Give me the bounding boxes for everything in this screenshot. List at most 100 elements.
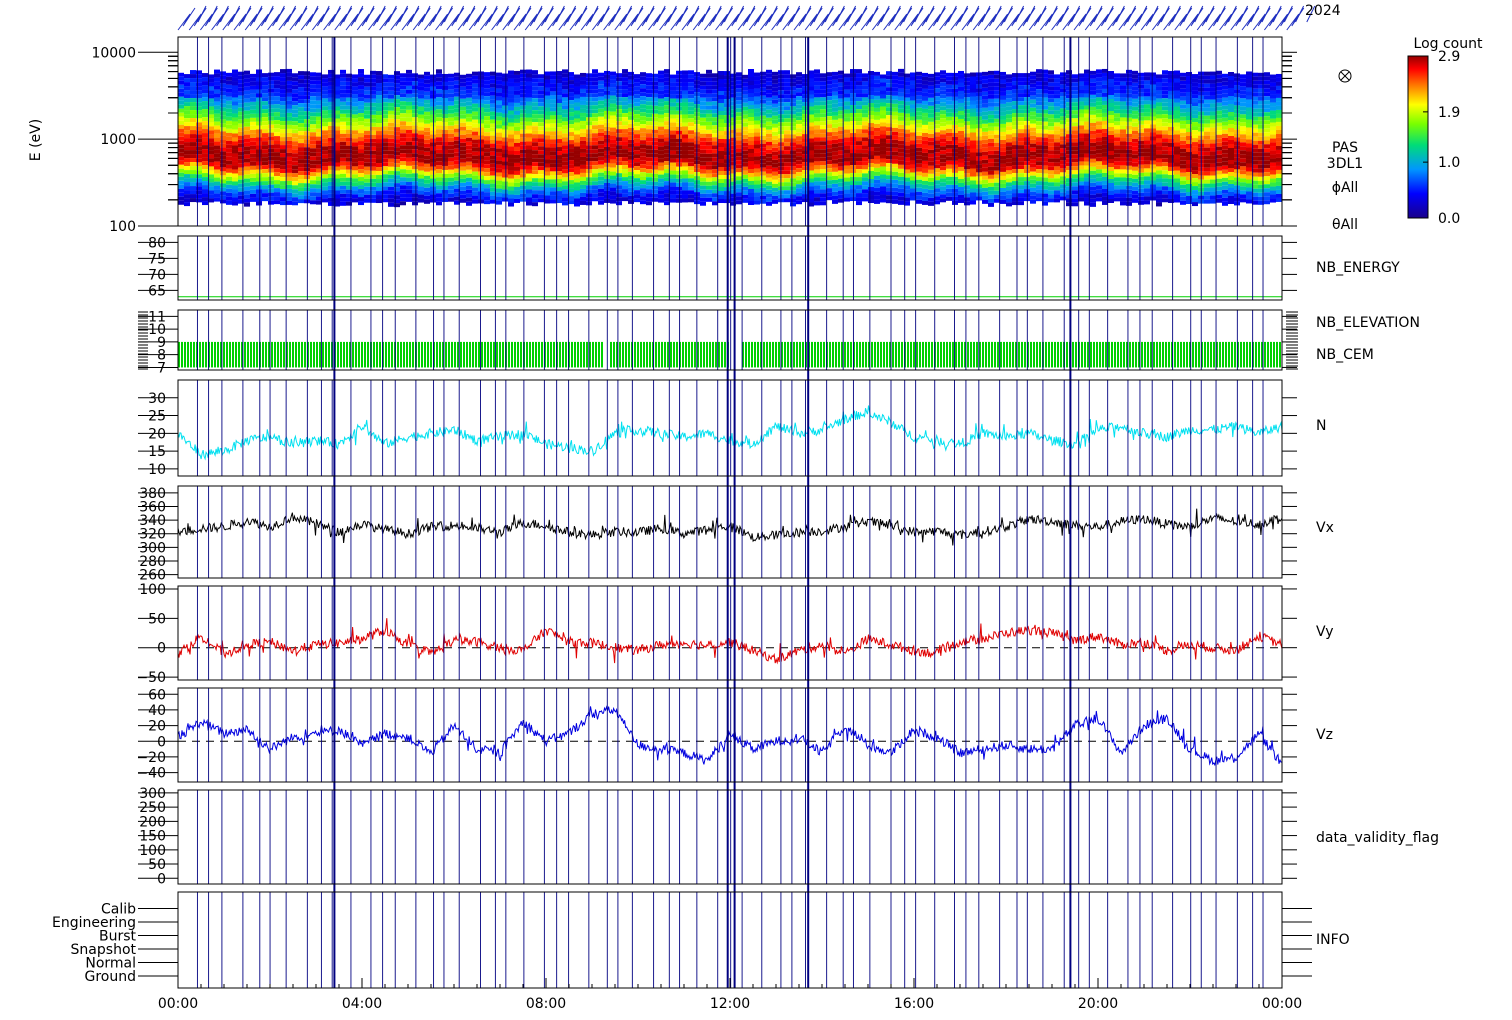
nb-elevation-ytick-label: 8 — [157, 348, 166, 364]
spectrogram-side-label: ϕAll — [1332, 180, 1359, 196]
colorbar-tick-label: 1.0 — [1438, 155, 1460, 171]
data-validity-ytick-label: 50 — [148, 857, 166, 873]
vx-ytick-label: 300 — [139, 540, 166, 556]
density-ytick-label: 20 — [148, 426, 166, 442]
vx-frame — [177, 485, 1283, 579]
nb-energy-ytick-label: 75 — [148, 251, 166, 267]
vy-ytick-label: 50 — [148, 611, 166, 627]
density-series-label: N — [1316, 418, 1326, 434]
vx-ytick-label: 340 — [139, 513, 166, 529]
time-axis: 00:00 04:00 08:00 12:00 16:00 20:00 00:00 — [158, 978, 1302, 1012]
vx-ytick-label: 260 — [139, 568, 166, 584]
vz-ytick-label: 60 — [148, 687, 166, 703]
info-category-label: Ground — [85, 969, 137, 985]
spectrogram-side-label: θAll — [1332, 217, 1358, 233]
vx-series-label: Vx — [1316, 520, 1334, 536]
info-category-label: Calib — [101, 902, 136, 918]
nb-energy-ytick-label: 80 — [148, 235, 166, 251]
time-axis-tick-label: 20:00 — [1078, 996, 1118, 1012]
density-ytick-label: 30 — [148, 391, 166, 407]
data-validity-frame — [177, 789, 1283, 885]
spectrogram-ytick-label: 10000 — [91, 45, 136, 61]
density-frame — [177, 379, 1283, 477]
nb-energy-series-label: NB_ENERGY — [1316, 260, 1400, 276]
time-axis-tick-label: 08:00 — [526, 996, 566, 1012]
vy-panel: −50 0 50 100 Vy — [136, 582, 1333, 686]
vz-ytick-label: 0 — [157, 734, 166, 750]
vz-ytick-label: −40 — [136, 766, 166, 782]
spectrogram-frame — [177, 36, 1283, 227]
colorbar-title: Log count — [1414, 36, 1483, 52]
spectrogram-side-label: PAS — [1332, 140, 1358, 156]
nb-elevation-ytick-label: 10 — [148, 322, 166, 338]
vx-series-line — [177, 508, 1283, 546]
vz-frame — [177, 687, 1283, 783]
data-validity-series-label: data_validity_flag — [1316, 830, 1439, 846]
vx-ytick-label: 320 — [139, 527, 166, 543]
time-axis-tick-label: 16:00 — [894, 996, 934, 1012]
vz-ytick-label: 20 — [148, 719, 166, 735]
nb-elevation-series-label: NB_ELEVATION — [1316, 315, 1420, 331]
time-axis-tick-label: 04:00 — [342, 996, 382, 1012]
info-category-label: Engineering — [52, 915, 136, 931]
nb-energy-ytick-label: 70 — [148, 267, 166, 283]
info-panel: GroundNormalSnapshotBurstEngineeringCali… — [52, 902, 1350, 986]
colorbar-gradient — [1407, 55, 1429, 219]
vz-series-line — [177, 705, 1283, 767]
colorbar-tick-label: 0.0 — [1438, 211, 1460, 227]
marker-top-labels — [177, 5, 1316, 31]
nb-energy-ytick-label: 65 — [148, 283, 166, 299]
nb-elevation-ytick-label: 9 — [157, 335, 166, 351]
vz-series-label: Vz — [1316, 727, 1333, 743]
vz-ytick-label: −20 — [136, 750, 166, 766]
spectrogram-side-label: 3DL1 — [1327, 156, 1363, 172]
vy-frame — [177, 585, 1283, 681]
info-category-label: Burst — [99, 929, 137, 945]
time-axis-tick-label: 00:00 — [158, 996, 198, 1012]
density-series-line — [177, 405, 1283, 461]
info-frame — [177, 891, 1283, 989]
info-series-label: INFO — [1316, 932, 1350, 948]
vx-ytick-label: 360 — [139, 499, 166, 515]
spectrogram-ylabel: E (eV) — [28, 119, 44, 161]
info-category-label: Normal — [85, 956, 136, 972]
data-validity-ytick-label: 200 — [139, 814, 166, 830]
colorbar-tick-label: 1.9 — [1438, 105, 1460, 121]
info-category-label: Snapshot — [71, 942, 137, 958]
data-validity-ytick-label: 250 — [139, 800, 166, 816]
data-validity-ytick-label: 300 — [139, 786, 166, 802]
header-date: 2024 — [1305, 3, 1341, 19]
vy-ytick-label: 0 — [157, 641, 166, 657]
vx-ytick-label: 280 — [139, 554, 166, 570]
data-validity-ytick-label: 100 — [139, 843, 166, 859]
time-axis-tick-label: 12:00 — [710, 996, 750, 1012]
vy-ytick-label: −50 — [136, 670, 166, 686]
marker-lines — [196, 37, 1264, 988]
vy-series-label: Vy — [1316, 624, 1334, 640]
vx-ytick-label: 380 — [139, 486, 166, 502]
colorbar-tick-label: 2.9 — [1438, 49, 1460, 65]
density-ytick-label: 25 — [148, 409, 166, 425]
time-axis-tick-label: 00:00 — [1262, 996, 1302, 1012]
nb-elevation-ytick-label: 7 — [157, 360, 166, 376]
vy-series-line — [177, 618, 1283, 665]
spectrogram-cells — [178, 68, 1282, 208]
nb-elevation-ytick-label: 11 — [148, 309, 166, 325]
data-validity-ytick-label: 0 — [157, 871, 166, 887]
nb-energy-frame — [177, 235, 1283, 301]
density-ytick-label: 10 — [148, 462, 166, 478]
nb-cem-label: NB_CEM — [1316, 347, 1374, 363]
spectrogram-ytick-label: 100 — [109, 219, 136, 235]
out-of-plane-icon — [1338, 69, 1352, 83]
density-ytick-label: 15 — [148, 444, 166, 460]
spectrogram-ytick-label: 1000 — [100, 132, 136, 148]
